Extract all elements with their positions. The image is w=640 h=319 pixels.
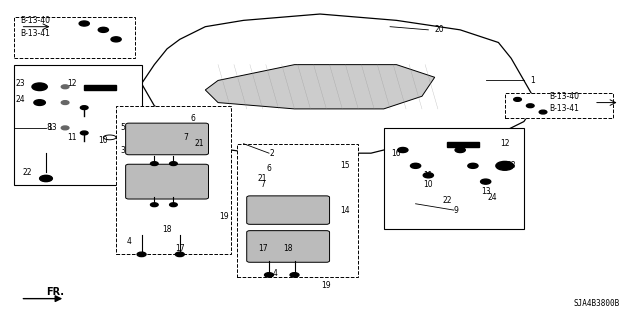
- Circle shape: [111, 37, 121, 42]
- Circle shape: [175, 252, 184, 256]
- Circle shape: [170, 203, 177, 207]
- FancyBboxPatch shape: [125, 123, 209, 155]
- Text: 23: 23: [506, 161, 516, 170]
- Text: 21: 21: [194, 139, 204, 148]
- Text: 16: 16: [392, 149, 401, 158]
- Text: 7: 7: [260, 180, 265, 189]
- Text: B-13-40: B-13-40: [20, 16, 51, 25]
- Text: 1: 1: [531, 76, 535, 85]
- Circle shape: [150, 162, 158, 166]
- Circle shape: [150, 203, 158, 207]
- FancyBboxPatch shape: [125, 164, 209, 199]
- Circle shape: [61, 126, 69, 130]
- Bar: [84, 85, 116, 90]
- Circle shape: [99, 27, 108, 33]
- Text: 12: 12: [67, 79, 76, 88]
- Circle shape: [410, 163, 420, 168]
- Circle shape: [290, 273, 299, 277]
- Circle shape: [79, 21, 90, 26]
- Text: 18: 18: [284, 243, 293, 253]
- Text: 11: 11: [424, 171, 433, 180]
- Text: SJA4B3800B: SJA4B3800B: [573, 299, 620, 308]
- Text: 19: 19: [220, 212, 229, 221]
- Text: FR.: FR.: [47, 287, 65, 297]
- Circle shape: [61, 101, 69, 105]
- FancyBboxPatch shape: [505, 93, 613, 118]
- Text: 17: 17: [258, 243, 268, 253]
- Text: B-13-40: B-13-40: [549, 92, 579, 101]
- Bar: [447, 142, 479, 147]
- Text: 22: 22: [22, 168, 31, 177]
- Text: 11: 11: [67, 133, 76, 142]
- Text: 24: 24: [16, 95, 26, 104]
- FancyBboxPatch shape: [384, 128, 524, 229]
- Text: 5: 5: [120, 123, 125, 132]
- Circle shape: [540, 110, 547, 114]
- FancyBboxPatch shape: [237, 144, 358, 277]
- Text: 22: 22: [443, 196, 452, 205]
- FancyBboxPatch shape: [14, 17, 135, 58]
- Text: 17: 17: [175, 243, 184, 253]
- Text: 2: 2: [269, 149, 274, 158]
- Circle shape: [423, 173, 433, 178]
- Circle shape: [81, 106, 88, 109]
- Text: 13: 13: [481, 187, 490, 196]
- Text: 10: 10: [424, 180, 433, 189]
- Text: 15: 15: [340, 161, 350, 170]
- FancyBboxPatch shape: [14, 65, 141, 185]
- Text: 7: 7: [184, 133, 189, 142]
- Text: 3: 3: [120, 145, 125, 154]
- Polygon shape: [205, 65, 435, 109]
- Text: 24: 24: [487, 193, 497, 202]
- Text: 4: 4: [273, 269, 278, 278]
- Circle shape: [527, 104, 534, 108]
- Text: 19: 19: [321, 281, 331, 291]
- Text: 8: 8: [46, 123, 51, 132]
- Text: 6: 6: [190, 114, 195, 123]
- Text: 21: 21: [258, 174, 268, 183]
- Text: 9: 9: [454, 206, 459, 215]
- Circle shape: [61, 85, 69, 89]
- Text: 12: 12: [500, 139, 509, 148]
- Circle shape: [397, 147, 408, 152]
- Text: B-13-41: B-13-41: [20, 28, 51, 38]
- FancyBboxPatch shape: [246, 231, 330, 262]
- Text: 10: 10: [99, 136, 108, 145]
- Text: 4: 4: [126, 237, 131, 246]
- Circle shape: [455, 147, 465, 152]
- Text: 14: 14: [340, 206, 350, 215]
- Text: 6: 6: [267, 165, 271, 174]
- Circle shape: [81, 131, 88, 135]
- FancyBboxPatch shape: [116, 106, 231, 254]
- Circle shape: [264, 273, 273, 277]
- Circle shape: [170, 162, 177, 166]
- Circle shape: [34, 100, 45, 105]
- Circle shape: [32, 83, 47, 91]
- Circle shape: [496, 161, 514, 170]
- Text: 23: 23: [16, 79, 26, 88]
- Text: B-13-41: B-13-41: [549, 104, 579, 113]
- Circle shape: [137, 252, 146, 256]
- Text: 18: 18: [163, 225, 172, 234]
- Circle shape: [514, 98, 522, 101]
- Text: 20: 20: [435, 25, 444, 34]
- Circle shape: [481, 179, 491, 184]
- Circle shape: [468, 163, 478, 168]
- Circle shape: [40, 175, 52, 182]
- FancyBboxPatch shape: [246, 196, 330, 224]
- Text: 13: 13: [47, 123, 57, 132]
